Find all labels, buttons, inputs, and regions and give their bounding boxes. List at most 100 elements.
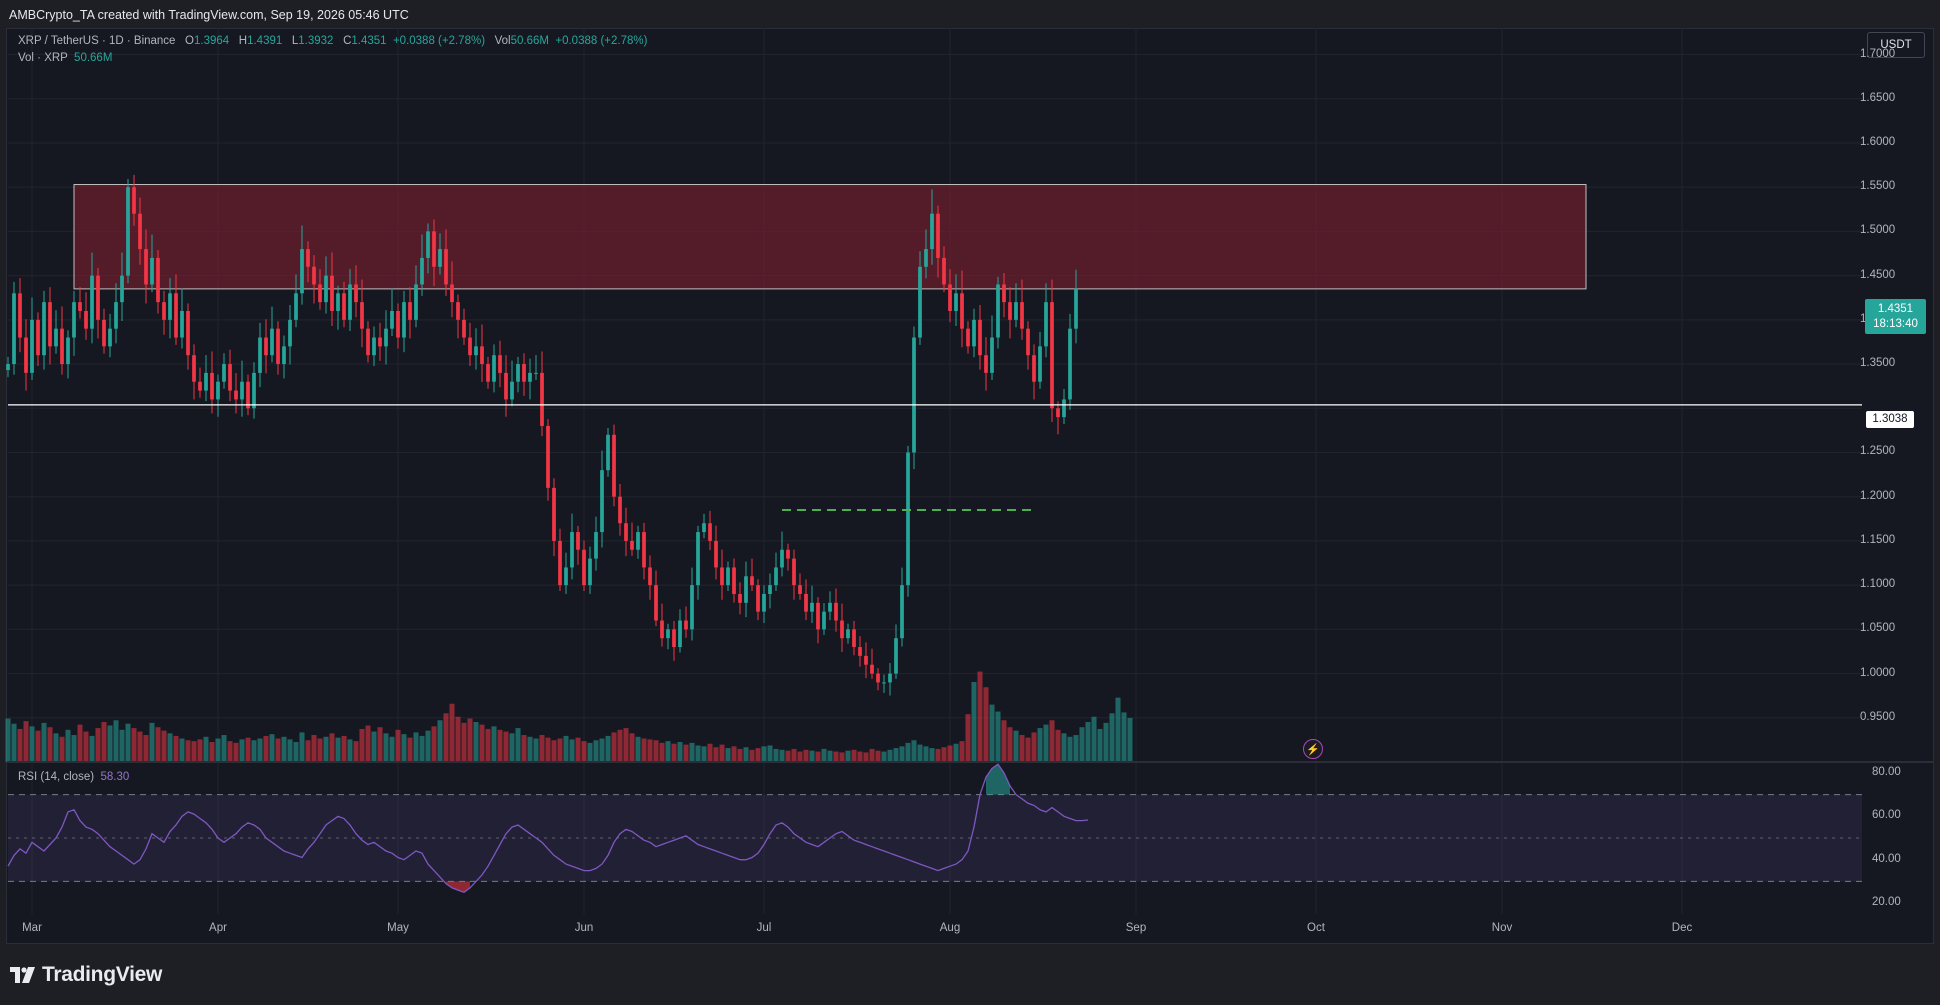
candle-body [708, 523, 712, 541]
candle-body [918, 266, 922, 338]
volume-bar [17, 728, 23, 762]
candle-body [882, 682, 886, 684]
candle-body [774, 567, 778, 586]
candle-body [906, 452, 910, 586]
candle-body [258, 337, 262, 373]
price-tick-label: 1.2500 [1860, 445, 1896, 458]
candle-body [630, 540, 634, 550]
candle-body [930, 213, 934, 250]
volume-bar [755, 748, 761, 762]
volume-bar [167, 733, 173, 762]
candle-body [210, 372, 214, 400]
volume-legend-label[interactable]: Vol · XRP [18, 52, 68, 64]
candle-body [606, 434, 610, 471]
volume-bar [479, 724, 485, 762]
volume-bar [269, 734, 275, 762]
candle-body [1050, 302, 1054, 409]
volume-bars [5, 671, 1133, 762]
volume-bar [59, 736, 65, 762]
candle-body [288, 319, 292, 347]
candle-body [678, 620, 682, 648]
volume-legend[interactable]: Vol · XRP 50.66M [18, 52, 112, 64]
candle-body [666, 629, 670, 639]
candle-body [18, 293, 22, 338]
rsi-oversold-fill [446, 881, 470, 893]
volume-bar [425, 730, 431, 762]
price-tick-label: 1.6500 [1860, 91, 1896, 104]
candle-body [744, 576, 748, 603]
candle-body [672, 629, 676, 648]
volume-bar [731, 746, 737, 762]
volume-bar [911, 740, 917, 762]
symbol-legend[interactable]: XRP / TetherUS · 1D · Binance O1.3964 H1… [18, 35, 647, 47]
volume-bar [725, 748, 731, 762]
open-key: O [185, 35, 194, 47]
volume-bar [257, 738, 263, 762]
candle-body [444, 249, 448, 285]
volume-bar [503, 731, 509, 762]
candle-body [270, 328, 274, 356]
candle-body [1038, 346, 1042, 382]
candle-body [996, 284, 1000, 338]
time-tick-label: Jul [756, 922, 772, 934]
candle-body [1008, 302, 1012, 320]
candle-body [294, 293, 298, 320]
candle-body [24, 337, 28, 373]
candle-body [312, 266, 316, 285]
candle-body [1056, 408, 1060, 418]
volume-bar [509, 733, 515, 762]
volume-bar [791, 748, 797, 762]
currency-button[interactable]: USDT [1867, 32, 1925, 58]
last-price-value: 1.4351 [1877, 303, 1914, 315]
candle-body [966, 328, 970, 347]
candle-body [246, 381, 250, 409]
candle-body [870, 664, 874, 674]
rsi-overbought-fill [986, 764, 1010, 795]
volume-bar [989, 704, 995, 762]
volume-bar [533, 738, 539, 762]
volume-bar [659, 742, 665, 762]
tradingview-wordmark: TradingView [42, 963, 163, 986]
symbol-title[interactable]: XRP / TetherUS · 1D · Binance [18, 35, 176, 47]
event-bolt-icon[interactable]: ⚡ [1303, 739, 1323, 759]
volume-bar [89, 735, 95, 762]
volume-bar [347, 739, 353, 762]
rsi-tick-label: 60.00 [1872, 809, 1901, 822]
candle-body [474, 346, 478, 356]
candle-body [102, 319, 106, 347]
volume-bar [383, 733, 389, 762]
volume-bar [815, 751, 821, 762]
candle-body [396, 310, 400, 338]
volume-bar [281, 736, 287, 762]
candle-body [582, 549, 586, 586]
volume-bar [437, 720, 443, 762]
change-value: +0.0388 (+2.78%) [392, 35, 486, 47]
candle-body [702, 523, 706, 533]
chart-frame[interactable] [6, 28, 1934, 944]
volume-bar [941, 747, 947, 762]
candle-body [408, 302, 412, 320]
volume-bar [473, 722, 479, 762]
volume-bar [701, 746, 707, 762]
volume-bar [497, 729, 503, 762]
candle-body [324, 275, 328, 303]
time-tick-label: Dec [1671, 922, 1693, 934]
candle-body [936, 213, 940, 258]
time-tick-label: Mar [22, 922, 42, 934]
volume-bar [5, 718, 11, 762]
rsi-legend[interactable]: RSI (14, close) 58.30 [18, 771, 129, 783]
tradingview-logo[interactable]: TradingView [10, 963, 162, 987]
volume-bar [353, 741, 359, 762]
volume-bar [215, 738, 221, 762]
volume-bar [359, 728, 365, 762]
candle-body [414, 284, 418, 320]
grid [8, 28, 1862, 914]
volume-bar [551, 740, 557, 762]
low-key: L [291, 35, 299, 47]
volume-bar [779, 749, 785, 762]
volume-bar [293, 742, 299, 762]
candle-body [60, 328, 64, 365]
rsi-legend-label[interactable]: RSI (14, close) [18, 771, 95, 783]
candle-body [300, 249, 304, 294]
